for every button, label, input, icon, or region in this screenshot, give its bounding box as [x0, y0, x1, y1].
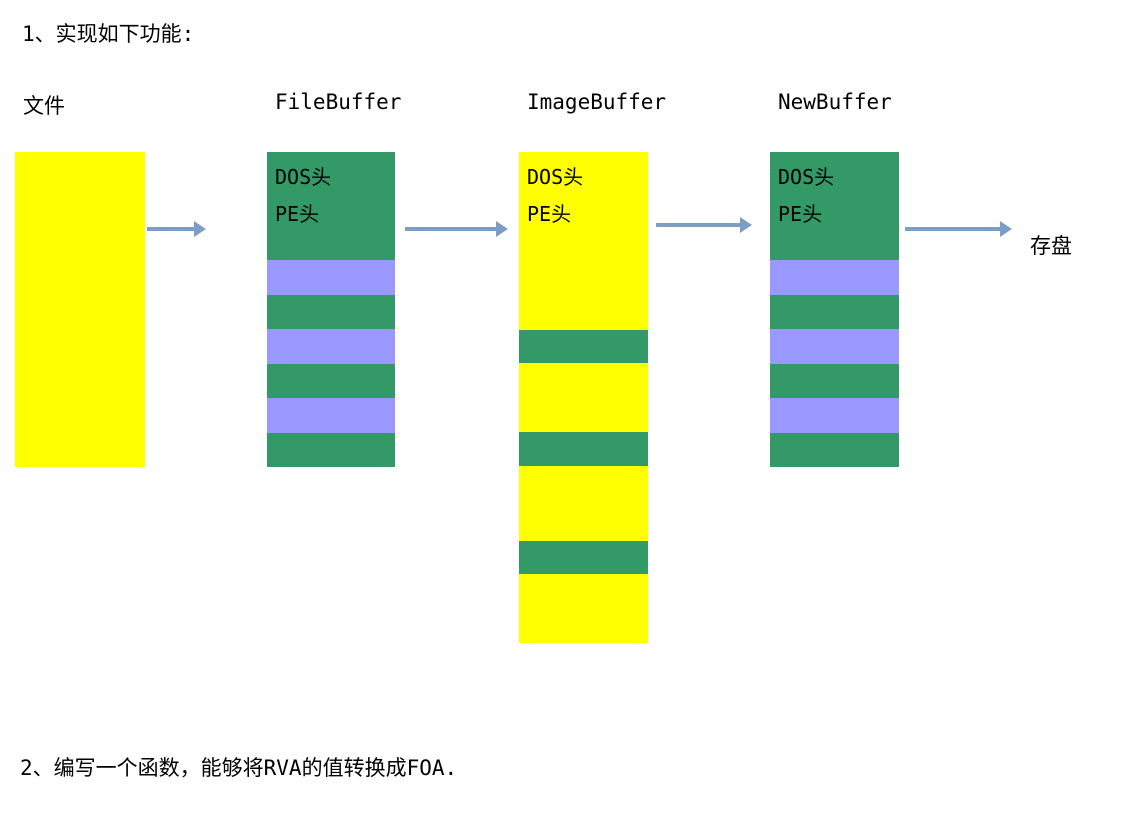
segment-label: PE头 [275, 202, 320, 226]
buffer-segment-green [770, 433, 899, 467]
buffer-segment-purple [770, 398, 899, 433]
column-imagebuffer: DOS头 PE头 [519, 152, 648, 643]
buffer-segment-green [519, 330, 648, 363]
segment-label: DOS头 [778, 165, 835, 189]
buffer-segment-purple [267, 329, 395, 364]
label-newbuffer: NewBuffer [778, 90, 892, 114]
segment-label: DOS头 [275, 165, 332, 189]
buffer-segment-green [267, 295, 395, 329]
right-arrow-icon [905, 221, 1012, 237]
segment-label: DOS头 [527, 165, 584, 189]
buffer-segment-purple [770, 329, 899, 364]
buffer-segment-green [770, 364, 899, 398]
buffer-segment-yellow [519, 363, 648, 432]
label-file: 文件 [23, 94, 65, 118]
column-newbuffer: DOS头 PE头 [770, 152, 899, 467]
buffer-segment-green [519, 432, 648, 466]
right-arrow-icon [147, 221, 206, 237]
footer-line: 2、编写一个函数，能够将RVA的值转换成FOA. [20, 756, 458, 780]
segment-label: PE头 [778, 202, 823, 226]
buffer-segment-green: DOS头 PE头 [770, 152, 899, 260]
buffer-segment-green [267, 364, 395, 398]
buffer-segment-purple [770, 260, 899, 295]
right-arrow-icon [405, 221, 508, 237]
buffer-segment-green [770, 295, 899, 329]
buffer-segment-purple [267, 260, 395, 295]
column-file [15, 152, 145, 467]
right-arrow-icon [656, 217, 752, 233]
buffer-segment-yellow [15, 152, 145, 467]
segment-label: PE头 [527, 202, 572, 226]
column-filebuffer: DOS头 PE头 [267, 152, 395, 467]
buffer-segment-yellow: DOS头 PE头 [519, 152, 648, 330]
buffer-segment-yellow [519, 574, 648, 643]
label-filebuffer: FileBuffer [275, 90, 402, 114]
buffer-segment-purple [267, 398, 395, 433]
buffer-segment-green [267, 433, 395, 467]
label-imagebuffer: ImageBuffer [527, 90, 667, 114]
buffer-segment-yellow [519, 466, 648, 541]
buffer-segment-green [519, 541, 648, 574]
save-to-disk-label: 存盘 [1030, 234, 1072, 258]
title-line: 1、实现如下功能: [22, 22, 195, 46]
buffer-segment-green: DOS头 PE头 [267, 152, 395, 260]
